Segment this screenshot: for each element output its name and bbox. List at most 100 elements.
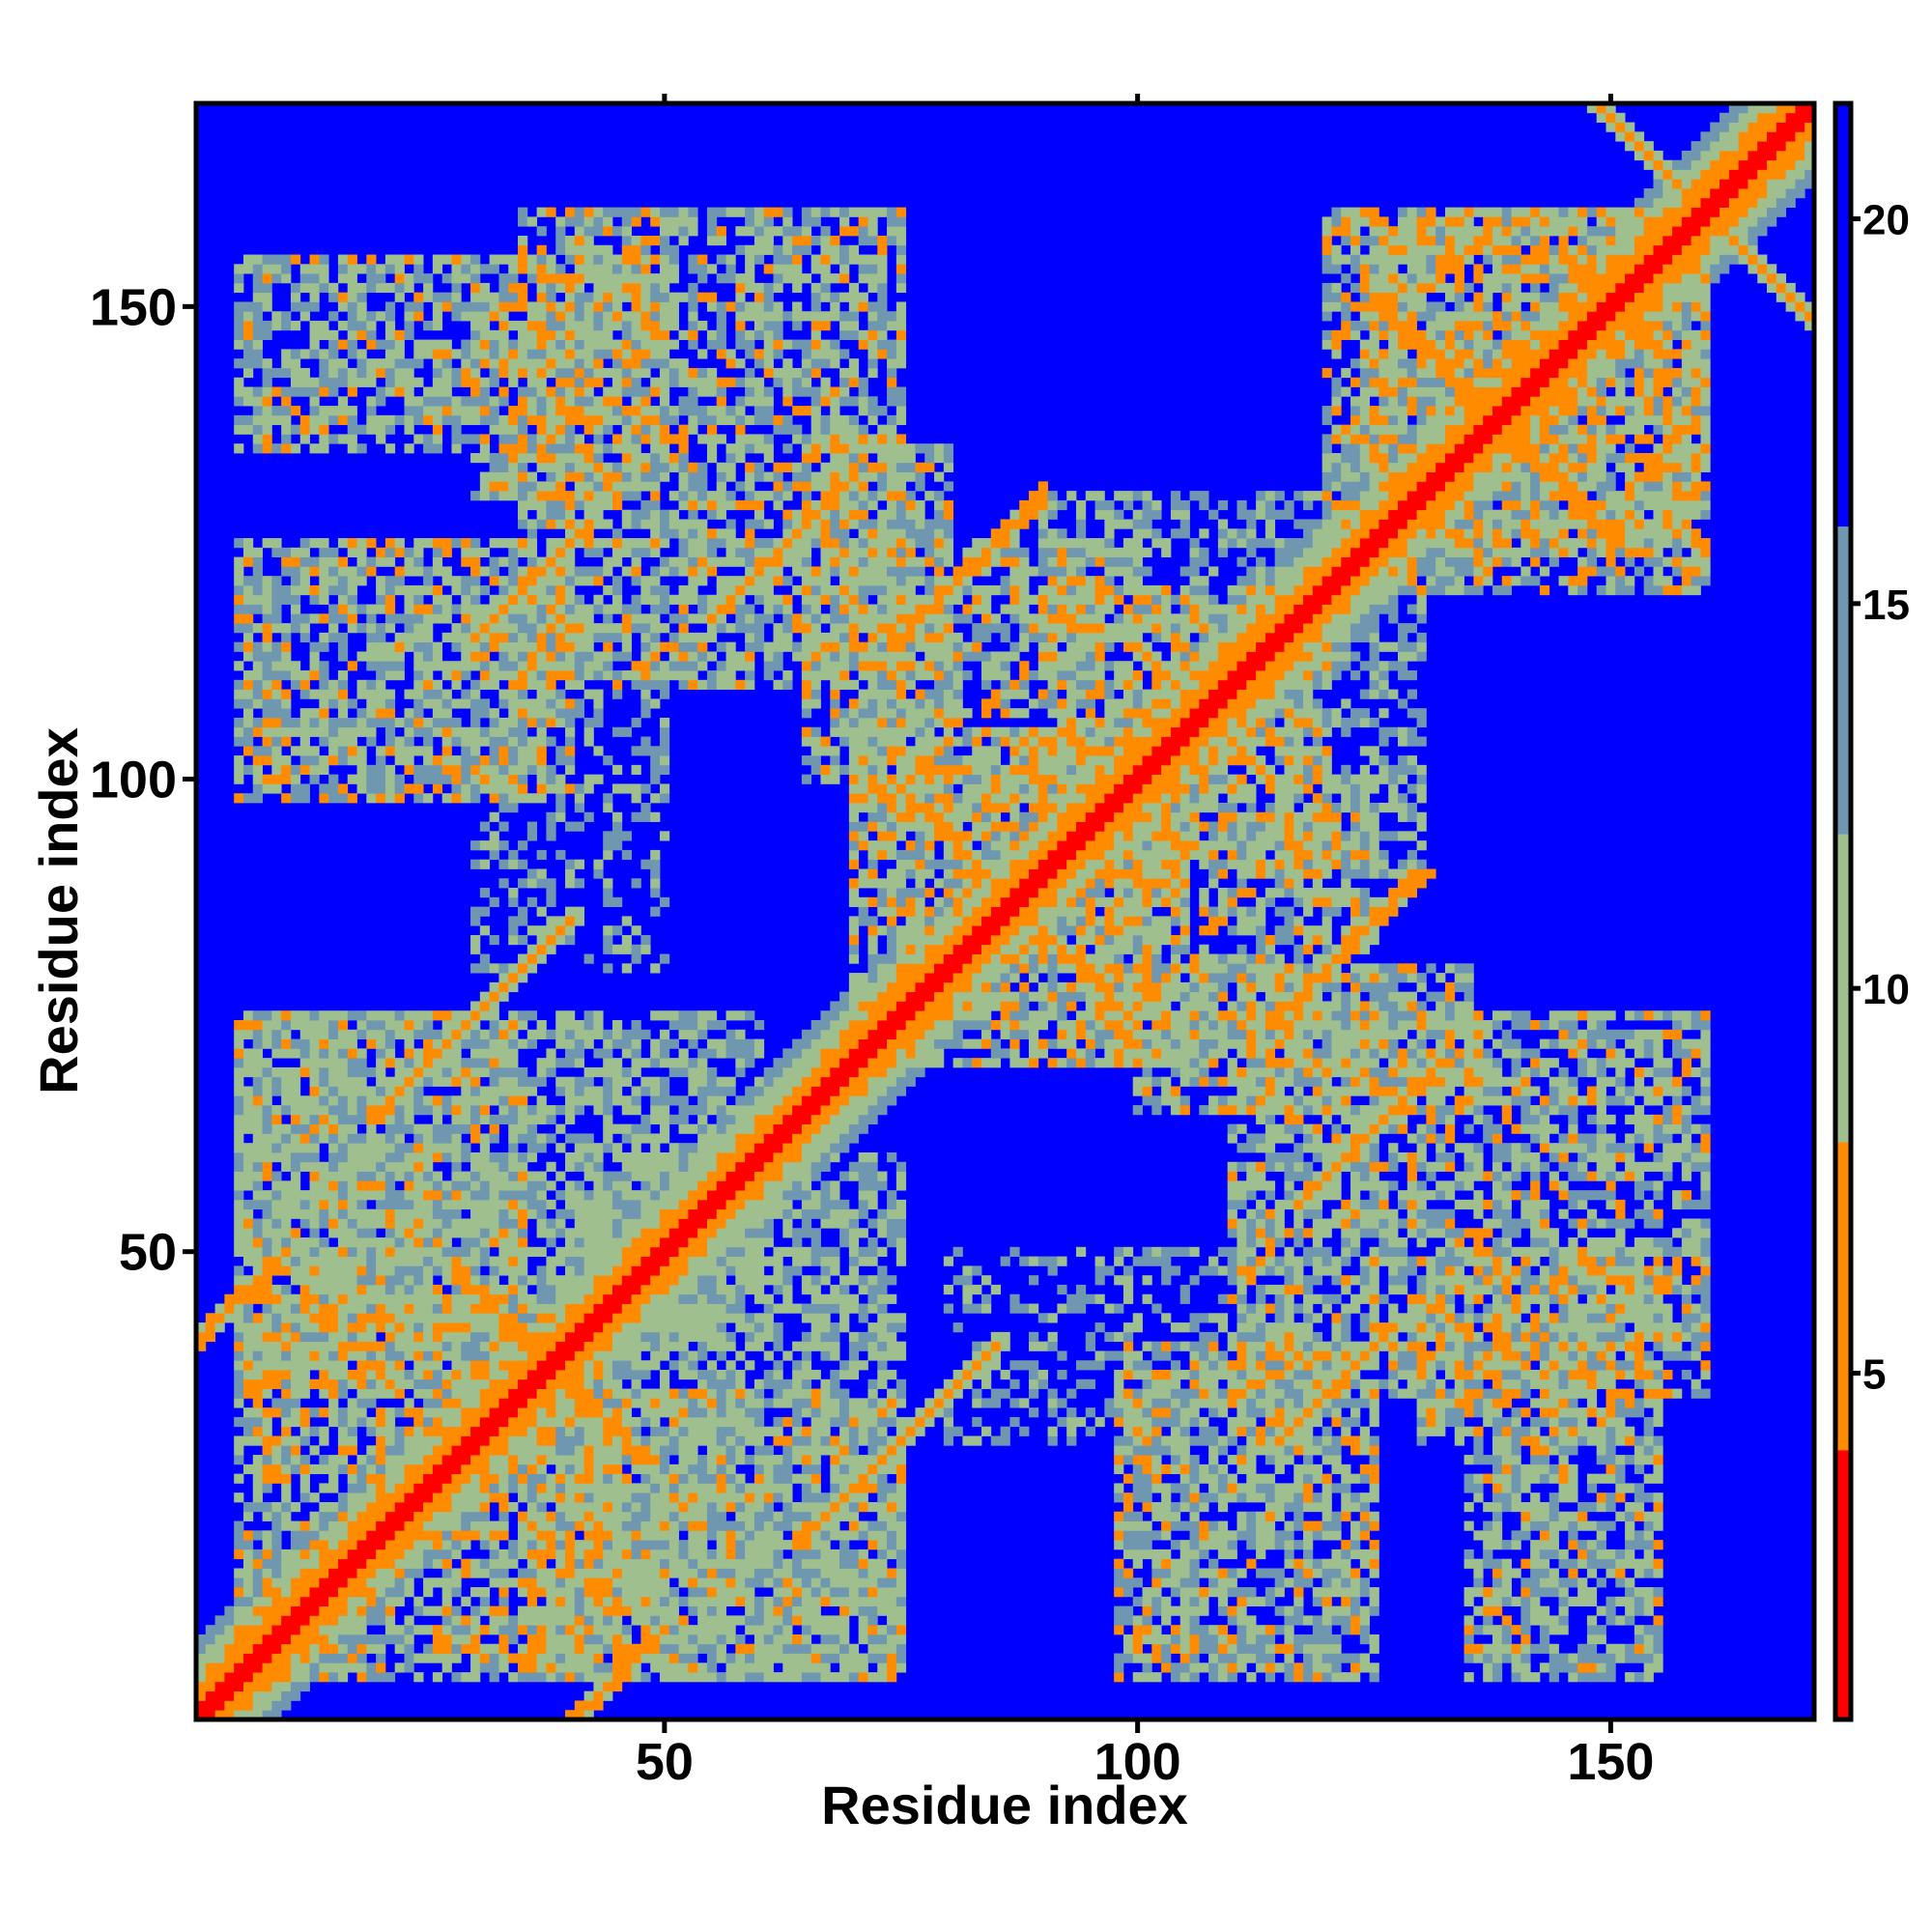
heatmap-cell (404, 1143, 414, 1153)
heatmap-cell (546, 783, 556, 794)
heatmap-cell (498, 1388, 509, 1399)
heatmap-cell (508, 339, 519, 350)
heatmap-cell (337, 1161, 349, 1172)
heatmap-cell (470, 301, 481, 312)
heatmap-cell (423, 406, 434, 416)
heatmap-cell (546, 443, 556, 454)
heatmap-cell (262, 1228, 272, 1238)
heatmap-cell (441, 1435, 452, 1446)
heatmap-cell (518, 1435, 528, 1446)
heatmap-cell (526, 868, 538, 879)
heatmap-cell (234, 1123, 244, 1134)
heatmap-cell (252, 1076, 263, 1087)
heatmap-cell (271, 661, 282, 671)
heatmap-cell (621, 349, 632, 359)
heatmap-cell (574, 273, 585, 284)
heatmap-cell (309, 1331, 320, 1343)
heatmap-cell (432, 1605, 443, 1616)
heatmap-cell (337, 1643, 349, 1654)
heatmap-cell (583, 811, 594, 822)
heatmap-cell (508, 1171, 519, 1181)
heatmap-cell (508, 1378, 519, 1389)
heatmap-cell (423, 1463, 434, 1475)
heatmap-cell (470, 434, 481, 444)
heatmap-cell (252, 273, 263, 284)
heatmap-cell (489, 1076, 499, 1087)
heatmap-cell (650, 406, 661, 416)
heatmap-cell (518, 282, 528, 294)
heatmap-cell (603, 1625, 613, 1635)
heatmap-cell (299, 1615, 310, 1626)
heatmap-cell (413, 1370, 424, 1380)
heatmap-cell (234, 1076, 244, 1087)
heatmap-cell (611, 679, 623, 690)
heatmap-cell (611, 301, 623, 312)
heatmap-cell (234, 1605, 244, 1616)
heatmap-cell (536, 849, 547, 861)
heatmap-cell (574, 1143, 585, 1153)
heatmap-cell (366, 1520, 377, 1531)
heatmap-cell (611, 339, 623, 350)
heatmap-cell (583, 1540, 594, 1550)
heatmap-cell (498, 1151, 509, 1163)
heatmap-cell (603, 1341, 613, 1351)
heatmap-cell (470, 764, 481, 776)
heatmap-cell (413, 1350, 424, 1361)
heatmap-cell (319, 1331, 329, 1343)
heatmap-cell (347, 1483, 357, 1493)
heatmap-cell (356, 1416, 367, 1428)
heatmap-cell (262, 1313, 272, 1323)
heatmap-cell (252, 576, 263, 586)
heatmap-cell (328, 292, 339, 302)
heatmap-cell (546, 519, 556, 529)
heatmap-cell (376, 1151, 386, 1163)
heatmap-cell (479, 377, 491, 387)
heatmap-cell (299, 1265, 310, 1276)
heatmap-cell (328, 1143, 339, 1153)
heatmap-cell (451, 1388, 462, 1399)
heatmap-cell (356, 1672, 367, 1683)
heatmap-cell (565, 1662, 576, 1673)
heatmap-cell (234, 1265, 244, 1276)
heatmap-cell (432, 1388, 443, 1399)
heatmap-cell (565, 1275, 576, 1286)
heatmap-cell (376, 1180, 386, 1191)
heatmap-cell (281, 1256, 292, 1266)
heatmap-cell (498, 1086, 509, 1096)
heatmap-cell (518, 1407, 528, 1418)
heatmap-cell (252, 623, 263, 634)
heatmap-cell (394, 746, 405, 756)
heatmap-cell (441, 1143, 452, 1153)
heatmap-cell (621, 264, 632, 274)
heatmap-cell (290, 1643, 301, 1654)
heatmap-cell (574, 576, 585, 586)
heatmap-cell (262, 1350, 272, 1361)
heatmap-cell (242, 1086, 254, 1096)
heatmap-cell (489, 1558, 499, 1569)
heatmap-cell (546, 1370, 556, 1380)
heatmap-cell (489, 1265, 499, 1276)
heatmap-cell (366, 1180, 377, 1191)
heatmap-cell (376, 1105, 386, 1116)
heatmap-cell (451, 1625, 462, 1635)
heatmap-cell (461, 1265, 471, 1276)
heatmap-cell (441, 292, 452, 302)
heatmap-cell (262, 1322, 272, 1333)
heatmap-cell (508, 1010, 519, 1021)
heatmap-cell (565, 1095, 576, 1106)
heatmap-cell (376, 1492, 386, 1503)
heatmap-cell (404, 1350, 414, 1361)
heatmap-cell (347, 1114, 357, 1125)
heatmap-cell (518, 973, 528, 983)
heatmap-cell (565, 396, 576, 407)
heatmap-cell (328, 1350, 339, 1361)
heatmap-cell (536, 254, 547, 265)
heatmap-cell (337, 1199, 349, 1210)
heatmap-cell (603, 831, 613, 841)
heatmap-cell (441, 1455, 452, 1465)
heatmap-cell (252, 764, 263, 776)
heatmap-cell (611, 1634, 623, 1645)
heatmap-cell (234, 793, 244, 804)
heatmap-cell (242, 1435, 254, 1446)
heatmap-cell (640, 367, 651, 379)
